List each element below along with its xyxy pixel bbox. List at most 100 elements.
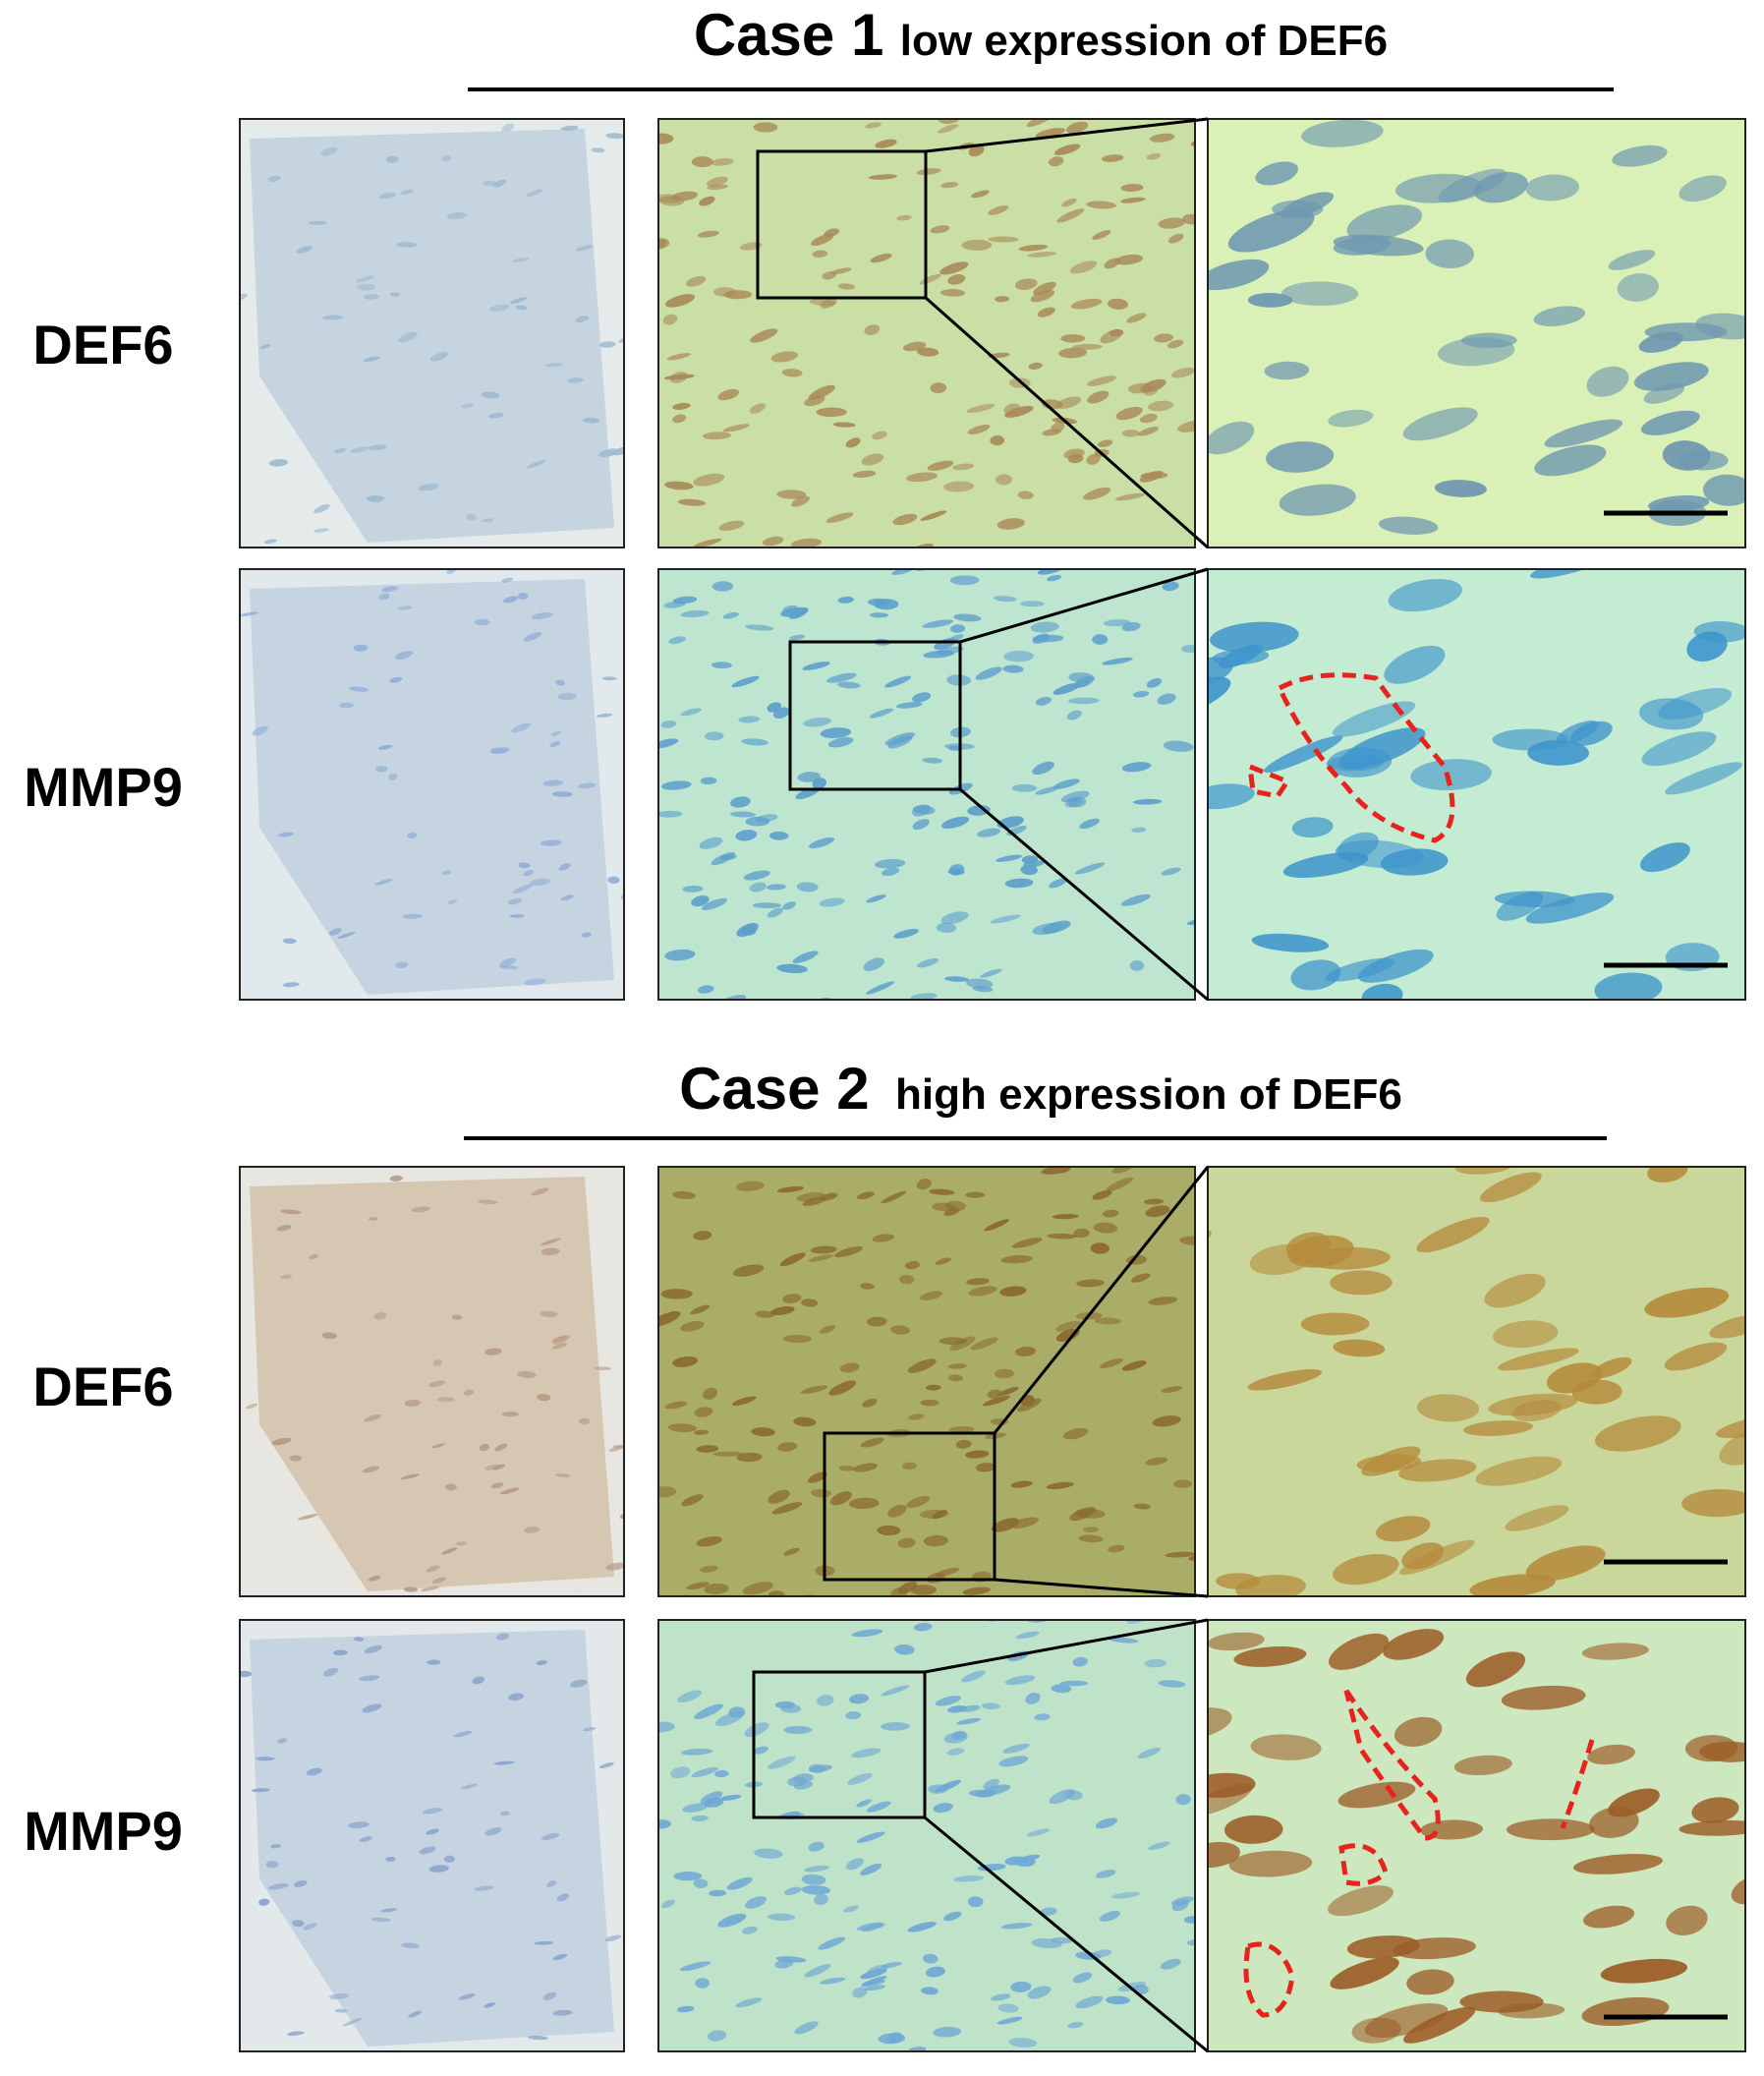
cell <box>682 1803 709 1813</box>
cell <box>691 895 710 907</box>
cell <box>951 1730 967 1740</box>
zoom-line <box>994 1578 1209 1598</box>
cell <box>598 1762 614 1769</box>
cell <box>488 304 510 312</box>
cell <box>1533 306 1585 327</box>
cell <box>482 180 497 187</box>
cell <box>364 1413 381 1422</box>
cell <box>1341 2049 1429 2071</box>
cell <box>893 928 920 939</box>
cell <box>941 816 970 830</box>
cell <box>501 577 514 583</box>
cell <box>753 122 778 133</box>
cell <box>902 341 927 352</box>
cell <box>359 1675 380 1682</box>
cell <box>845 1710 862 1720</box>
vessel-outline <box>1243 1941 1295 2018</box>
cell <box>754 1848 783 1859</box>
cell <box>691 156 713 168</box>
cell <box>1146 152 1162 160</box>
cell <box>1333 1554 1399 1586</box>
cell <box>441 155 452 162</box>
cell <box>751 1427 775 1437</box>
cell <box>899 1275 915 1285</box>
cell <box>1025 1692 1041 1704</box>
cell <box>749 882 767 893</box>
cell <box>443 1855 455 1863</box>
cell <box>403 1586 419 1592</box>
cell <box>720 995 747 1000</box>
cell <box>447 899 458 904</box>
cell <box>282 982 300 988</box>
cell <box>474 1885 494 1891</box>
cell <box>482 391 500 399</box>
cell <box>998 1756 1029 1767</box>
cell <box>1534 444 1607 477</box>
cell <box>658 1819 671 1829</box>
cell <box>289 1455 302 1462</box>
cell <box>864 324 881 336</box>
cell <box>419 1846 436 1855</box>
cell <box>313 528 329 533</box>
cell <box>851 1629 883 1638</box>
panels <box>199 103 1746 2071</box>
cell <box>713 287 737 297</box>
cell <box>1208 421 1255 455</box>
cell <box>808 1763 825 1773</box>
cell <box>700 1565 718 1573</box>
cell <box>706 176 729 187</box>
zoom-line <box>925 296 1209 549</box>
cell <box>801 1298 819 1307</box>
cell <box>842 1905 859 1913</box>
cell <box>1401 1542 1445 1570</box>
cell <box>1337 1781 1416 1809</box>
cell <box>1147 400 1174 412</box>
cell <box>877 1525 901 1536</box>
cell <box>907 1358 937 1373</box>
cell <box>809 837 835 849</box>
cell <box>660 780 692 790</box>
cell <box>1506 1818 1595 1841</box>
cell <box>199 262 210 270</box>
cell <box>1179 1236 1195 1245</box>
cell <box>370 1917 391 1923</box>
cell <box>929 1188 955 1195</box>
cell <box>1361 1446 1421 1476</box>
vessel-outline <box>1338 1843 1389 1886</box>
cell <box>792 951 819 963</box>
cell <box>1333 1339 1386 1357</box>
cell <box>803 717 831 727</box>
cell <box>817 1695 834 1706</box>
cell <box>381 586 398 593</box>
cells <box>240 569 624 995</box>
cell <box>709 1889 727 1897</box>
tissue-section <box>250 129 614 543</box>
panel-frame <box>657 118 1196 548</box>
cell <box>1263 735 1343 774</box>
cell <box>509 914 525 918</box>
cell <box>1137 103 1155 115</box>
cell <box>680 1320 705 1332</box>
cell <box>1640 410 1700 435</box>
cell <box>428 1380 445 1388</box>
cell <box>1051 1936 1073 1944</box>
cell <box>534 1940 553 1945</box>
cell <box>1099 1911 1120 1922</box>
cell <box>1051 422 1065 432</box>
cell <box>745 624 774 631</box>
cell <box>991 1993 1011 2001</box>
cell <box>910 1585 938 1595</box>
cell <box>362 553 374 563</box>
row-label: MMP9 <box>24 1800 183 1862</box>
cell <box>863 957 884 971</box>
cell <box>426 1828 439 1835</box>
cell <box>1138 427 1160 436</box>
cell <box>807 1471 827 1483</box>
cell <box>1092 1189 1112 1200</box>
cell <box>265 1861 279 1869</box>
cell <box>862 1398 878 1408</box>
cell <box>1010 1480 1033 1488</box>
cell <box>982 1395 1010 1407</box>
cell <box>658 1721 675 1733</box>
cell <box>374 878 393 886</box>
